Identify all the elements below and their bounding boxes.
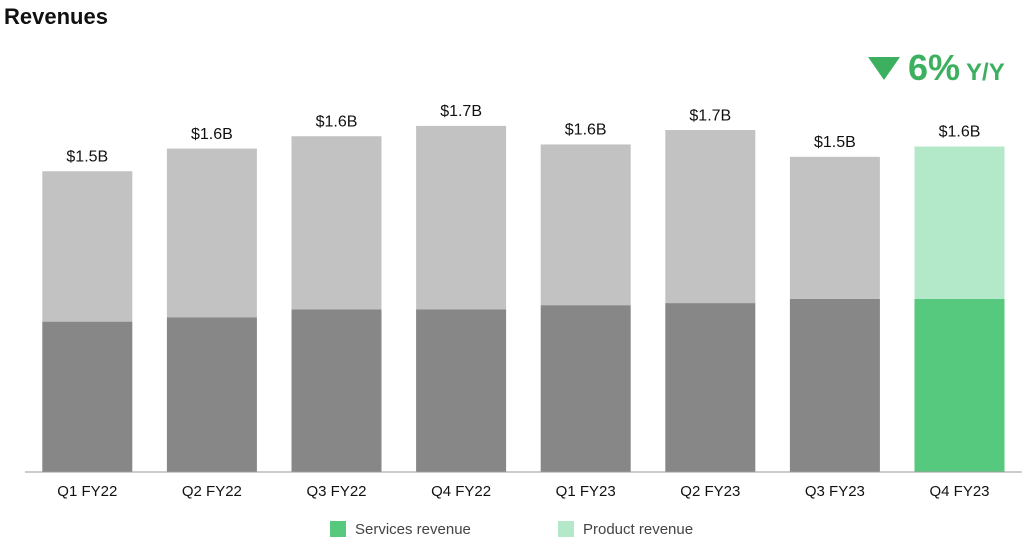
total-label: $1.6B [316, 113, 358, 130]
total-label: $1.5B [814, 134, 856, 151]
chart-title: Revenues [4, 4, 108, 29]
bar-segment [914, 146, 1005, 299]
bar-segment [789, 298, 880, 472]
total-label: $1.6B [565, 122, 607, 139]
bar-segment [42, 321, 133, 472]
legend-label: Product revenue [583, 521, 693, 538]
bar-segment [540, 305, 631, 472]
legend-swatch [330, 521, 346, 537]
bar-segment [291, 309, 382, 472]
total-label: $1.6B [939, 124, 981, 141]
bar-segment [665, 130, 756, 304]
x-tick-label: Q1 FY22 [57, 483, 117, 500]
x-tick-label: Q3 FY23 [805, 483, 865, 500]
bar-segment [416, 125, 507, 310]
bar-segment [914, 298, 1005, 472]
bar-segment [42, 171, 133, 322]
bar-segment [166, 317, 257, 472]
bar-segment [416, 309, 507, 472]
bar-segment [166, 148, 257, 318]
total-label: $1.6B [191, 126, 233, 143]
bar-segment [540, 144, 631, 306]
x-tick-label: Q1 FY23 [556, 483, 616, 500]
total-label: $1.7B [440, 103, 482, 120]
annotation-value: 6% [908, 47, 960, 88]
bar-segment [789, 156, 880, 299]
bar-segment [665, 303, 756, 472]
down-arrow [868, 57, 900, 80]
annotation-unit: Y/Y [966, 59, 1005, 86]
x-tick-label: Q3 FY22 [306, 483, 366, 500]
annotation: 6% Y/Y [908, 47, 1005, 88]
x-tick-label: Q2 FY23 [680, 483, 740, 500]
total-label: $1.7B [689, 107, 731, 124]
bar-segment [291, 136, 382, 310]
legend-label: Services revenue [355, 521, 471, 538]
x-tick-label: Q4 FY22 [431, 483, 491, 500]
x-tick-label: Q2 FY22 [182, 483, 242, 500]
legend-swatch [558, 521, 574, 537]
x-tick-label: Q4 FY23 [929, 483, 989, 500]
total-label: $1.5B [66, 148, 108, 165]
